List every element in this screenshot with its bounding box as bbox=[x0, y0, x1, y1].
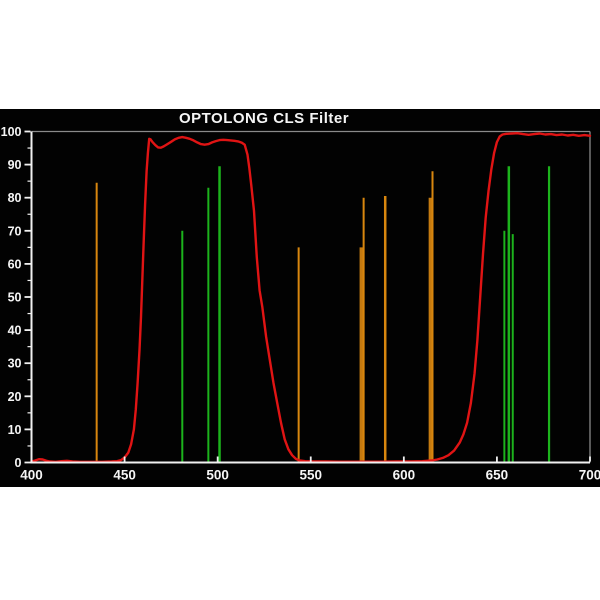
y-tick-label: 70 bbox=[8, 224, 22, 238]
y-tick-label: 60 bbox=[8, 257, 22, 271]
chart-title: OPTOLONG CLS Filter bbox=[178, 110, 350, 127]
y-tick-label: 30 bbox=[8, 357, 22, 371]
y-tick-label: 0 bbox=[15, 456, 22, 470]
y-axis-ticks-labels: 0 10 20 30 40 50 60 70 80 90 100 bbox=[1, 125, 31, 470]
x-axis-ticks-labels: 400 450 500 550 600 650 700 bbox=[20, 456, 600, 483]
x-tick-label: 500 bbox=[206, 468, 229, 483]
y-tick-label: 90 bbox=[8, 158, 22, 172]
y-tick-label: 100 bbox=[1, 125, 22, 139]
chart-background: OPTOLONG CLS Filter 0 10 20 30 40 50 60 70 80 90 1… bbox=[0, 109, 600, 487]
y-tick-label: 50 bbox=[8, 291, 22, 305]
filter-transmission-chart: 0 10 20 30 40 50 60 70 80 90 100 400 450 500 550 600 650… bbox=[1, 125, 600, 483]
x-tick-label: 600 bbox=[393, 468, 416, 483]
x-tick-label: 400 bbox=[20, 468, 43, 483]
y-tick-label: 40 bbox=[8, 324, 22, 338]
y-tick-label: 10 bbox=[8, 423, 22, 437]
axes bbox=[30, 131, 590, 464]
plot-frame bbox=[31, 130, 591, 463]
emission-lines bbox=[95, 166, 551, 462]
x-tick-label: 450 bbox=[113, 468, 136, 483]
x-tick-label: 700 bbox=[579, 468, 600, 483]
y-tick-label: 20 bbox=[8, 390, 22, 404]
y-tick-label: 80 bbox=[8, 191, 22, 205]
x-tick-label: 550 bbox=[299, 468, 322, 483]
red-transmission-curve bbox=[30, 132, 592, 463]
x-tick-label: 650 bbox=[486, 468, 509, 483]
